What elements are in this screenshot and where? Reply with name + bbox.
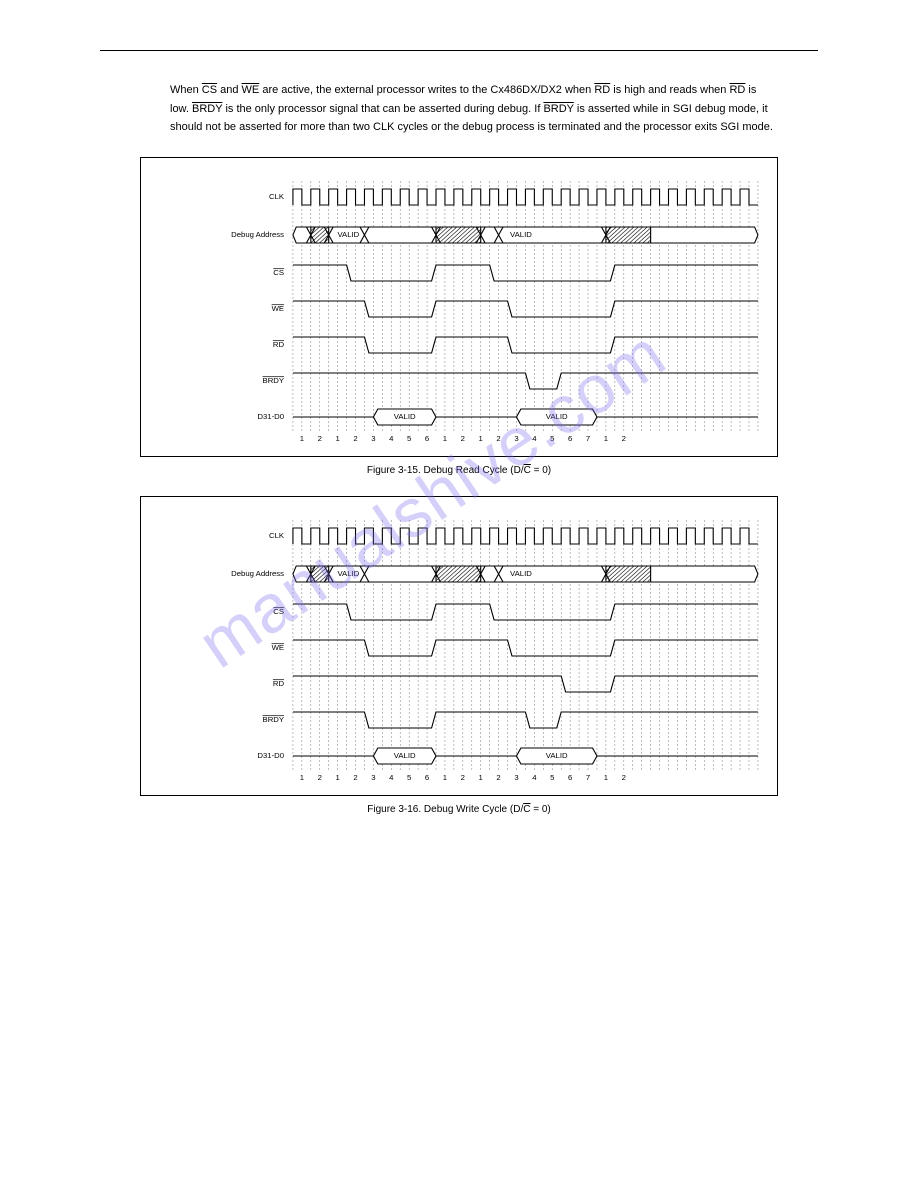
svg-text:3: 3 [371, 434, 375, 443]
svg-text:1: 1 [300, 773, 304, 782]
svg-text:1: 1 [604, 434, 608, 443]
svg-text:2: 2 [496, 773, 500, 782]
svg-text:4: 4 [389, 773, 393, 782]
svg-text:4: 4 [389, 434, 393, 443]
figure-2-frame: CLK Debug Address VALID VALID CS WE RD BRDY D31-… [140, 496, 778, 796]
intro-sig-brdy2: BRDY [543, 103, 573, 115]
svg-text:5: 5 [407, 773, 411, 782]
svg-text:6: 6 [425, 773, 429, 782]
fig1-cap-b: = 0) [531, 465, 551, 476]
intro-t7: be asserted during debug. If [403, 103, 543, 115]
intro-t4: is high and reads when [610, 84, 729, 96]
svg-text:VALID: VALID [510, 230, 532, 239]
svg-text:5: 5 [550, 773, 554, 782]
svg-text:VALID: VALID [394, 751, 416, 760]
figure-1-frame: CLK Debug Address VALID VALID CS WE RD BRDY D31-… [140, 157, 778, 457]
svg-text:4: 4 [532, 773, 536, 782]
svg-text:CLK: CLK [269, 531, 284, 540]
svg-text:VALID: VALID [337, 230, 359, 239]
svg-text:BRDY: BRDY [263, 376, 285, 385]
svg-text:2: 2 [318, 773, 322, 782]
svg-text:6: 6 [568, 773, 572, 782]
fig1-cap-a: Figure 3-15. Debug Read Cycle (D/ [367, 465, 524, 476]
intro-t9: asserted for more than two CLK cycles or… [239, 121, 691, 133]
svg-text:RD: RD [273, 679, 284, 688]
svg-text:WE: WE [272, 643, 285, 652]
svg-text:3: 3 [514, 434, 518, 443]
figure-2-caption: Figure 3-16. Debug Write Cycle (D/C = 0) [100, 804, 818, 815]
intro-t6: is the only processor signal that can [222, 103, 400, 115]
svg-text:1: 1 [335, 434, 339, 443]
page-content: When CS and WE are active, the external … [100, 50, 818, 835]
intro-sig-rd2: RD [729, 84, 745, 96]
svg-text:D31-D0: D31-D0 [257, 412, 284, 421]
svg-text:CLK: CLK [269, 192, 284, 201]
svg-text:Debug Address: Debug Address [231, 230, 284, 239]
svg-text:1: 1 [604, 773, 608, 782]
svg-text:RD: RD [273, 340, 284, 349]
svg-text:1: 1 [479, 434, 483, 443]
svg-text:WE: WE [272, 304, 285, 313]
svg-text:CS: CS [273, 268, 284, 277]
svg-text:1: 1 [443, 773, 447, 782]
intro-sig-cs: CS [202, 84, 217, 96]
svg-text:2: 2 [353, 434, 357, 443]
figure-1-caption: Figure 3-15. Debug Read Cycle (D/C = 0) [100, 465, 818, 476]
svg-text:VALID: VALID [510, 569, 532, 578]
header-rule [100, 50, 818, 51]
svg-text:D31-D0: D31-D0 [257, 751, 284, 760]
svg-text:7: 7 [586, 434, 590, 443]
fig2-cap-b: = 0) [530, 804, 550, 815]
fig1-cap-sig: C [524, 465, 531, 476]
svg-text:6: 6 [568, 434, 572, 443]
intro-t3: are active, the external processor write… [259, 84, 591, 96]
svg-text:2: 2 [622, 434, 626, 443]
svg-text:2: 2 [461, 773, 465, 782]
svg-text:Debug Address: Debug Address [231, 569, 284, 578]
intro-t1: When [170, 84, 202, 96]
svg-text:5: 5 [407, 434, 411, 443]
svg-text:1: 1 [300, 434, 304, 443]
svg-text:3: 3 [514, 773, 518, 782]
svg-text:4: 4 [532, 434, 536, 443]
svg-text:VALID: VALID [546, 412, 568, 421]
figure-1-timing-diagram: CLK Debug Address VALID VALID CS WE RD BRDY D31-… [149, 173, 769, 443]
svg-text:VALID: VALID [546, 751, 568, 760]
svg-text:2: 2 [496, 434, 500, 443]
intro-sig-we: WE [242, 84, 260, 96]
svg-text:2: 2 [353, 773, 357, 782]
intro-sig-brdy1: BRDY [192, 103, 222, 115]
svg-text:2: 2 [461, 434, 465, 443]
svg-text:1: 1 [479, 773, 483, 782]
svg-text:2: 2 [622, 773, 626, 782]
svg-text:CS: CS [273, 607, 284, 616]
svg-text:VALID: VALID [337, 569, 359, 578]
intro-paragraph: When CS and WE are active, the external … [170, 81, 778, 137]
intro-sig-rd1: RD [594, 84, 610, 96]
svg-text:5: 5 [550, 434, 554, 443]
svg-text:2: 2 [318, 434, 322, 443]
svg-text:BRDY: BRDY [263, 715, 285, 724]
fig2-cap-a: Figure 3-16. Debug Write Cycle (D/ [367, 804, 523, 815]
intro-t10: exits SGI mode. [695, 121, 773, 133]
intro-t2: and [217, 84, 241, 96]
svg-text:1: 1 [443, 434, 447, 443]
svg-text:7: 7 [586, 773, 590, 782]
figure-2-timing-diagram: CLK Debug Address VALID VALID CS WE RD BRDY D31-… [149, 512, 769, 782]
svg-text:VALID: VALID [394, 412, 416, 421]
svg-text:1: 1 [335, 773, 339, 782]
svg-text:6: 6 [425, 434, 429, 443]
svg-text:3: 3 [371, 773, 375, 782]
